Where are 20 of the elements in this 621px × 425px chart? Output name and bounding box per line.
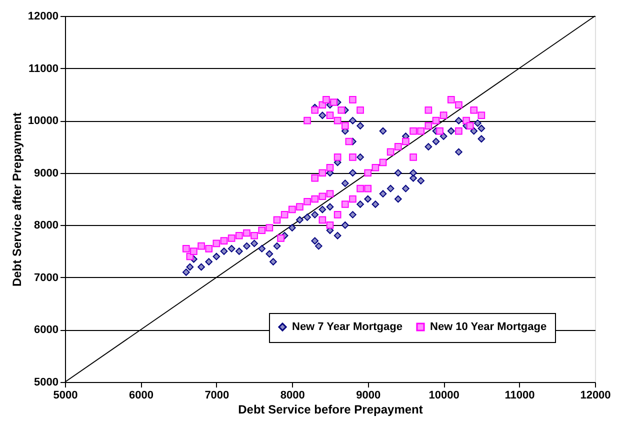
y-tick-label: 8000: [34, 220, 58, 232]
legend-label: New 7 Year Mortgage: [292, 320, 402, 333]
legend-label: New 10 Year Mortgage: [430, 320, 547, 333]
x-tick-label: 10000: [428, 390, 460, 402]
y-axis-title: Debt Service after Prepayment: [10, 112, 24, 287]
y-tick-label: 5000: [34, 376, 58, 388]
y-tick-label: 10000: [28, 115, 58, 128]
x-tick-label: 5000: [53, 390, 78, 402]
x-tick-label: 8000: [280, 390, 305, 402]
x-tick-label: 7000: [204, 390, 230, 402]
y-tick-label: 11000: [28, 62, 58, 75]
x-axis-title: Debt Service before Prepayment: [238, 402, 423, 416]
y-tick-label: 9000: [34, 167, 58, 180]
x-tick-label: 6000: [128, 390, 154, 402]
y-tick-label: 7000: [34, 272, 58, 284]
y-tick-label: 6000: [34, 324, 58, 336]
y-tick-label: 12000: [28, 10, 58, 22]
x-tick-label: 9000: [356, 390, 381, 402]
x-tick-label: 12000: [580, 390, 611, 402]
x-tick-label: 11000: [504, 390, 535, 402]
